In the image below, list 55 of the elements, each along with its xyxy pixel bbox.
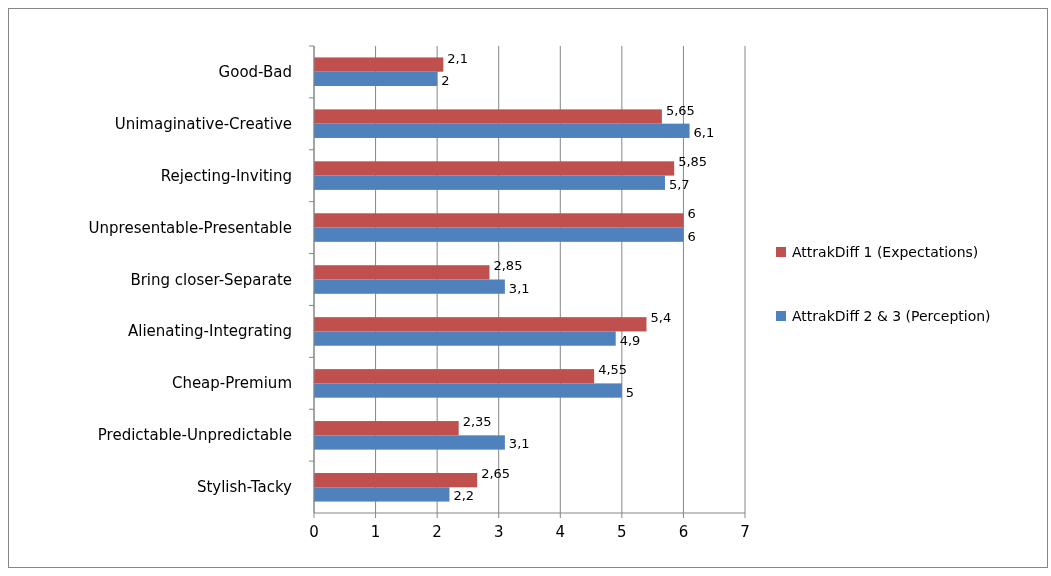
bar	[314, 383, 622, 398]
bar	[314, 317, 647, 332]
y-tick-label: Unimaginative-Creative	[114, 114, 292, 133]
legend-label: AttrakDiff 1 (Expectations)	[792, 244, 979, 260]
bar	[314, 265, 490, 280]
bar	[314, 161, 675, 176]
y-tick-label: Cheap-Premium	[171, 374, 292, 393]
bar	[314, 227, 684, 242]
data-label: 5,65	[665, 102, 695, 118]
y-tick-label: Rejecting-Inviting	[160, 166, 292, 185]
x-tick-label: 4	[555, 523, 566, 541]
y-tick-label: Good-Bad	[218, 62, 292, 81]
bar	[314, 213, 684, 228]
y-tick-label: Alienating-Integrating	[127, 322, 292, 341]
x-tick-label: 0	[309, 523, 319, 541]
data-label: 4,9	[619, 332, 641, 348]
x-tick-label: 3	[493, 523, 504, 541]
x-tick-label: 1	[370, 523, 381, 541]
data-label: 2,2	[453, 488, 475, 504]
data-label: 4,55	[598, 362, 628, 378]
bar	[314, 279, 505, 294]
data-label: 2,65	[481, 466, 511, 482]
bar	[314, 473, 478, 488]
bar	[314, 331, 616, 346]
data-label: 5	[625, 384, 635, 400]
bar	[314, 487, 450, 502]
data-label: 6,1	[693, 124, 715, 140]
bar	[314, 57, 444, 72]
bar	[314, 369, 595, 384]
x-tick-label: 7	[740, 523, 750, 541]
x-tick-label: 6	[678, 523, 689, 541]
x-tick-label: 2	[432, 523, 442, 541]
bar	[314, 71, 438, 86]
bar	[314, 435, 505, 450]
data-label: 3,1	[508, 280, 530, 296]
y-tick-label: Unpresentable-Presentable	[88, 218, 292, 237]
data-label: 5,85	[678, 154, 708, 170]
data-label: 2,1	[447, 50, 468, 66]
bar	[314, 175, 665, 190]
data-label: 2	[441, 72, 450, 88]
bar	[314, 109, 662, 124]
data-label: 6	[687, 228, 696, 244]
y-tick-label: Predictable-Unpredictable	[97, 426, 292, 445]
bar	[314, 421, 459, 436]
y-tick-label: Bring closer-Separate	[130, 270, 292, 289]
x-tick-label: 5	[617, 523, 627, 541]
data-label: 2,85	[493, 258, 523, 274]
data-label: 5,7	[668, 176, 690, 192]
data-label: 3,1	[508, 436, 530, 452]
legend-label: AttrakDiff 2 & 3 (Perception)	[792, 308, 991, 324]
bar	[314, 123, 690, 138]
y-tick-label: Stylish-Tacky	[196, 478, 293, 497]
data-label: 2,35	[462, 414, 492, 430]
data-label: 6	[687, 206, 696, 222]
data-label: 5,4	[650, 310, 672, 326]
